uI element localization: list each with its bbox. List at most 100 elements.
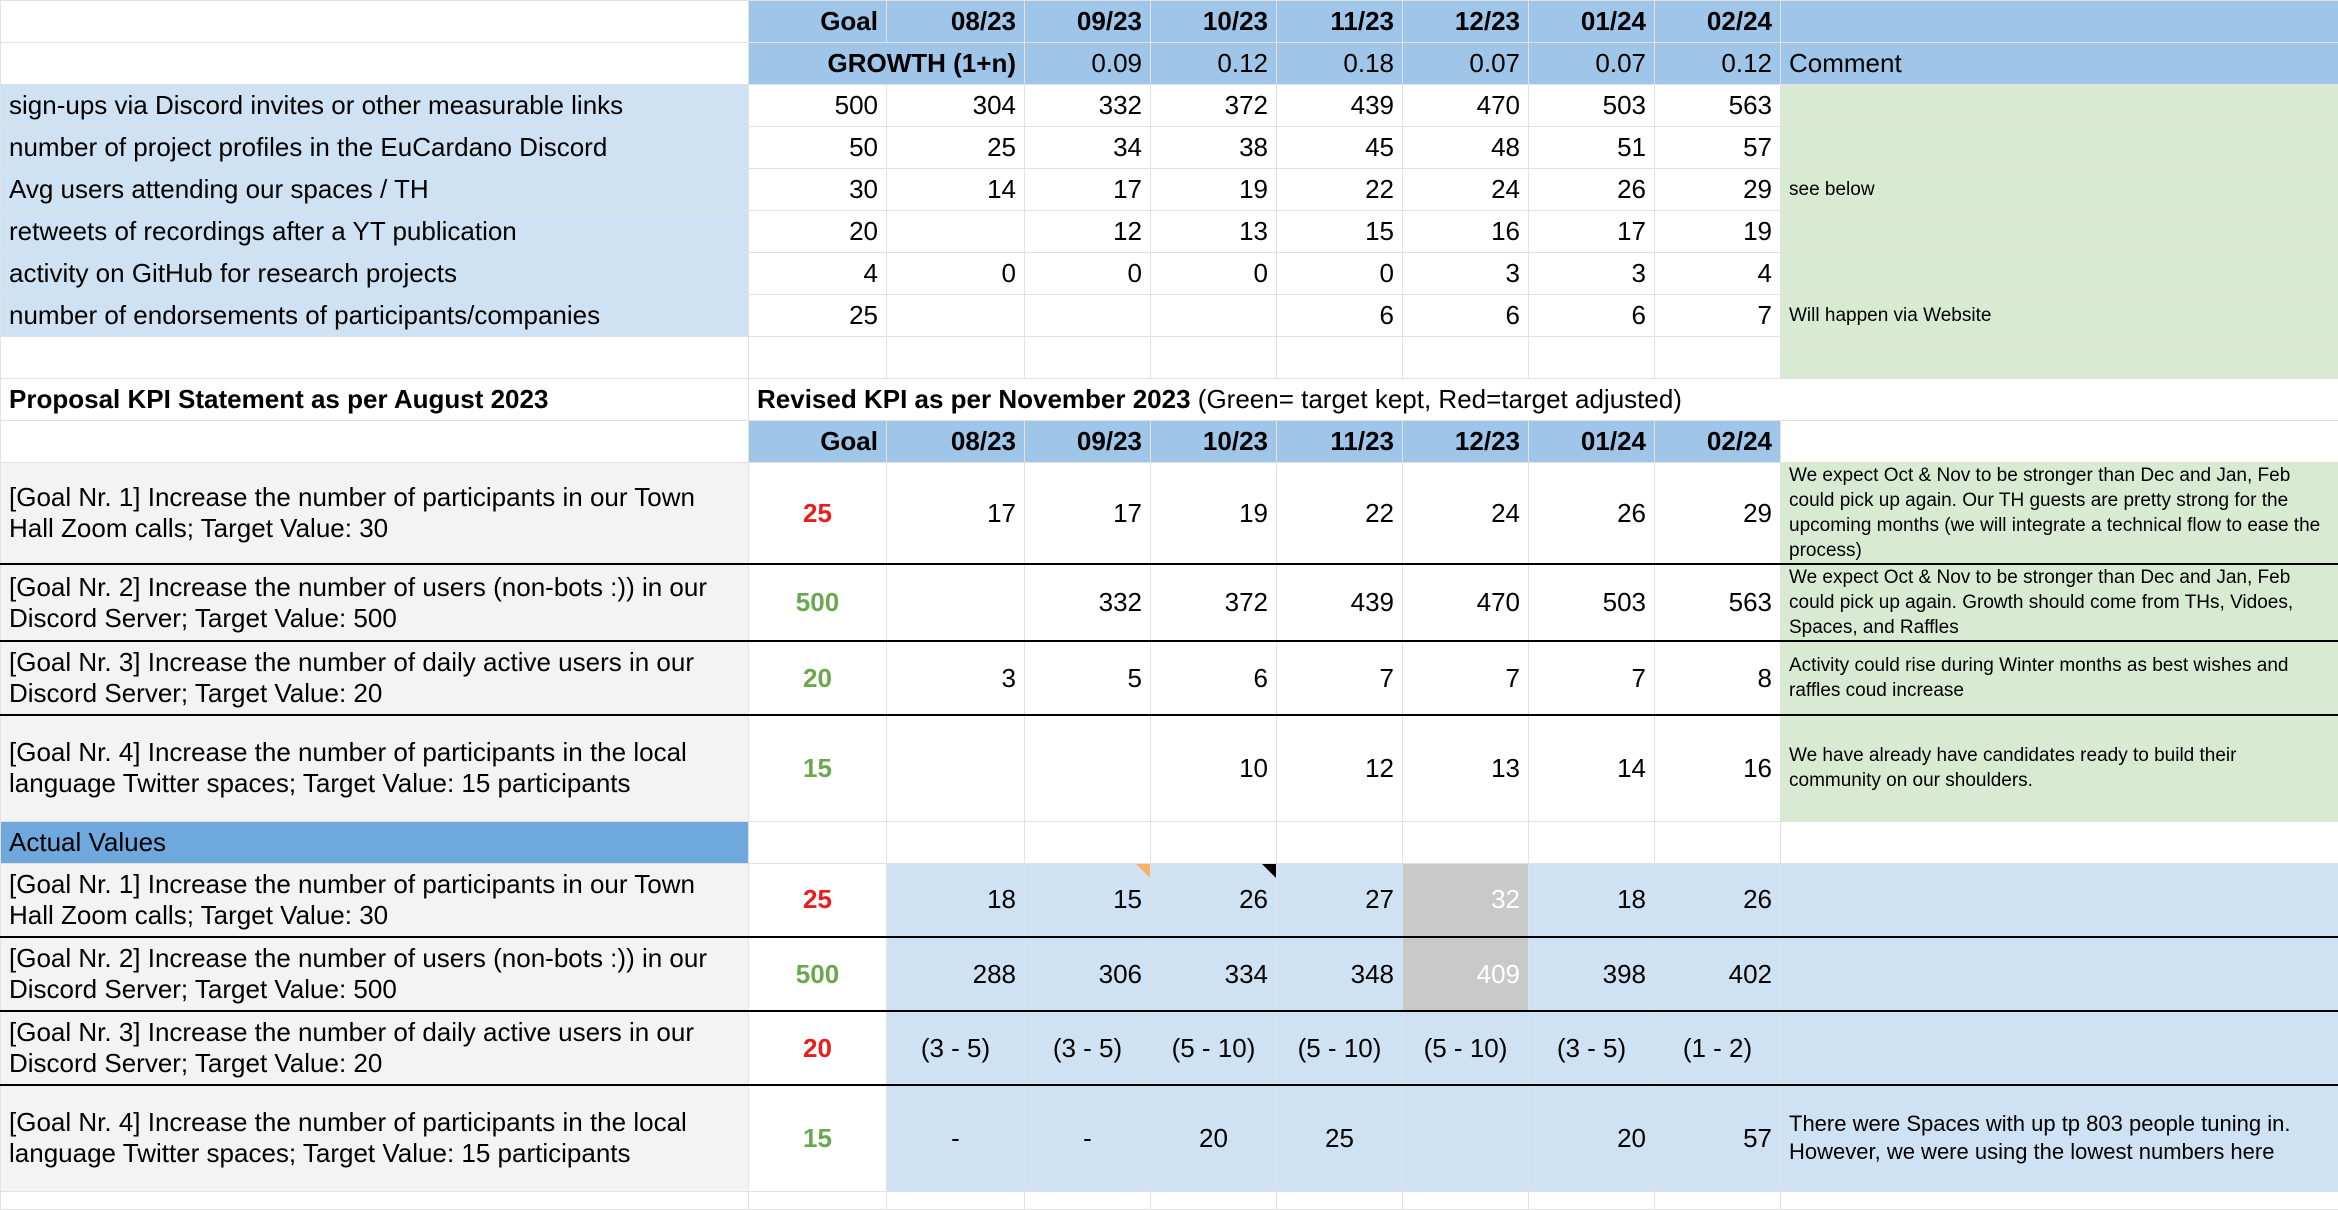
cell[interactable] — [1277, 1191, 1403, 1209]
kpi-value[interactable]: 22 — [1277, 169, 1403, 211]
goal-value[interactable]: 16 — [1655, 715, 1781, 821]
kpi-value[interactable]: 470 — [1403, 85, 1529, 127]
month-header[interactable]: 01/24 — [1529, 421, 1655, 463]
actual-value[interactable]: 409 — [1403, 937, 1529, 1011]
actual-value[interactable]: 402 — [1655, 937, 1781, 1011]
kpi-value[interactable]: 3 — [1403, 253, 1529, 295]
kpi-comment[interactable] — [1781, 211, 2338, 253]
goal-label[interactable]: [Goal Nr. 4] Increase the number of part… — [1, 715, 749, 821]
actual-value[interactable]: 27 — [1277, 863, 1403, 937]
cell[interactable] — [1277, 337, 1403, 379]
cell[interactable] — [1, 43, 749, 85]
kpi-value[interactable]: 0 — [1277, 253, 1403, 295]
kpi-value[interactable]: 19 — [1151, 169, 1277, 211]
proposal-title[interactable]: Proposal KPI Statement as per August 202… — [1, 379, 749, 421]
cell[interactable] — [1151, 821, 1277, 863]
actual-value[interactable]: 398 — [1529, 937, 1655, 1011]
goal-value[interactable] — [887, 564, 1025, 641]
month-header[interactable]: 08/23 — [887, 421, 1025, 463]
goal-value[interactable]: 17 — [1025, 463, 1151, 565]
goal-value[interactable] — [887, 715, 1025, 821]
actual-value[interactable]: - — [1025, 1085, 1151, 1191]
kpi-value[interactable]: 26 — [1529, 169, 1655, 211]
kpi-value[interactable]: 563 — [1655, 85, 1781, 127]
goal-value[interactable]: 22 — [1277, 463, 1403, 565]
cell[interactable] — [1403, 1191, 1529, 1209]
month-header[interactable]: 09/23 — [1025, 1, 1151, 43]
goal-target[interactable]: 15 — [749, 715, 887, 821]
kpi-value[interactable]: 304 — [887, 85, 1025, 127]
kpi-value[interactable]: 57 — [1655, 127, 1781, 169]
actual-label[interactable]: [Goal Nr. 2] Increase the number of user… — [1, 937, 749, 1011]
kpi-value[interactable]: 439 — [1277, 85, 1403, 127]
kpi-value[interactable]: 17 — [1529, 211, 1655, 253]
cell[interactable] — [887, 821, 1025, 863]
actual-label[interactable]: [Goal Nr. 1] Increase the number of part… — [1, 863, 749, 937]
actual-value[interactable]: 25 — [1277, 1085, 1403, 1191]
cell[interactable] — [749, 337, 887, 379]
actual-value[interactable]: 348 — [1277, 937, 1403, 1011]
actual-value[interactable]: 18 — [1529, 863, 1655, 937]
actual-value[interactable] — [1403, 1085, 1529, 1191]
goal-comment[interactable]: We expect Oct & Nov to be stronger than … — [1781, 463, 2338, 565]
kpi-value[interactable]: 19 — [1655, 211, 1781, 253]
month-header[interactable]: 10/23 — [1151, 421, 1277, 463]
goal-value[interactable]: 19 — [1151, 463, 1277, 565]
actual-value[interactable]: (1 - 2) — [1655, 1011, 1781, 1085]
kpi-goal[interactable]: 25 — [749, 295, 887, 337]
goal-comment[interactable]: We expect Oct & Nov to be stronger than … — [1781, 564, 2338, 641]
kpi-value[interactable] — [1025, 295, 1151, 337]
kpi-value[interactable]: 17 — [1025, 169, 1151, 211]
kpi-value[interactable]: 0 — [1025, 253, 1151, 295]
goal-value[interactable]: 332 — [1025, 564, 1151, 641]
kpi-value[interactable] — [887, 211, 1025, 253]
goal-label[interactable]: [Goal Nr. 1] Increase the number of part… — [1, 463, 749, 565]
growth-label[interactable]: GROWTH (1+n) — [749, 43, 1025, 85]
cell[interactable] — [1529, 821, 1655, 863]
kpi-value[interactable]: 13 — [1151, 211, 1277, 253]
goal-label[interactable]: [Goal Nr. 3] Increase the number of dail… — [1, 641, 749, 715]
kpi-label[interactable]: number of project profiles in the EuCard… — [1, 127, 749, 169]
month-header[interactable]: 11/23 — [1277, 1, 1403, 43]
kpi-label[interactable]: Avg users attending our spaces / TH — [1, 169, 749, 211]
kpi-value[interactable]: 6 — [1403, 295, 1529, 337]
goal-value[interactable]: 24 — [1403, 463, 1529, 565]
goal-value[interactable] — [1025, 715, 1151, 821]
month-header[interactable]: 02/24 — [1655, 1, 1781, 43]
cell[interactable] — [1151, 337, 1277, 379]
kpi-label[interactable]: number of endorsements of participants/c… — [1, 295, 749, 337]
actual-value-with-note[interactable]: 15 — [1025, 863, 1151, 937]
goal-value[interactable]: 5 — [1025, 641, 1151, 715]
goal-target[interactable]: 25 — [749, 463, 887, 565]
kpi-comment[interactable] — [1781, 85, 2338, 127]
goal-label[interactable]: [Goal Nr. 2] Increase the number of user… — [1, 564, 749, 641]
actual-target[interactable]: 15 — [749, 1085, 887, 1191]
kpi-value[interactable]: 332 — [1025, 85, 1151, 127]
cell[interactable] — [1, 1191, 749, 1209]
cell[interactable] — [1, 337, 749, 379]
goal-header[interactable]: Goal — [749, 421, 887, 463]
actual-values-header[interactable]: Actual Values — [1, 821, 749, 863]
kpi-value[interactable] — [1151, 295, 1277, 337]
kpi-value[interactable]: 503 — [1529, 85, 1655, 127]
kpi-comment[interactable]: see below — [1781, 169, 2338, 211]
growth-value[interactable]: 0.07 — [1403, 43, 1529, 85]
goal-target[interactable]: 500 — [749, 564, 887, 641]
cell[interactable] — [1655, 821, 1781, 863]
goal-comment[interactable]: Activity could rise during Winter months… — [1781, 641, 2338, 715]
goal-value[interactable]: 26 — [1529, 463, 1655, 565]
cell[interactable] — [1, 421, 749, 463]
revised-title[interactable]: Revised KPI as per November 2023 (Green=… — [749, 379, 2338, 421]
kpi-value[interactable]: 14 — [887, 169, 1025, 211]
kpi-value[interactable]: 16 — [1403, 211, 1529, 253]
goal-value[interactable]: 17 — [887, 463, 1025, 565]
kpi-value[interactable]: 48 — [1403, 127, 1529, 169]
cell[interactable] — [1655, 337, 1781, 379]
goal-value[interactable]: 503 — [1529, 564, 1655, 641]
goal-comment[interactable]: We have already have candidates ready to… — [1781, 715, 2338, 821]
cell[interactable] — [1025, 821, 1151, 863]
goal-value[interactable]: 470 — [1403, 564, 1529, 641]
month-header[interactable]: 09/23 — [1025, 421, 1151, 463]
kpi-value[interactable]: 38 — [1151, 127, 1277, 169]
kpi-goal[interactable]: 30 — [749, 169, 887, 211]
